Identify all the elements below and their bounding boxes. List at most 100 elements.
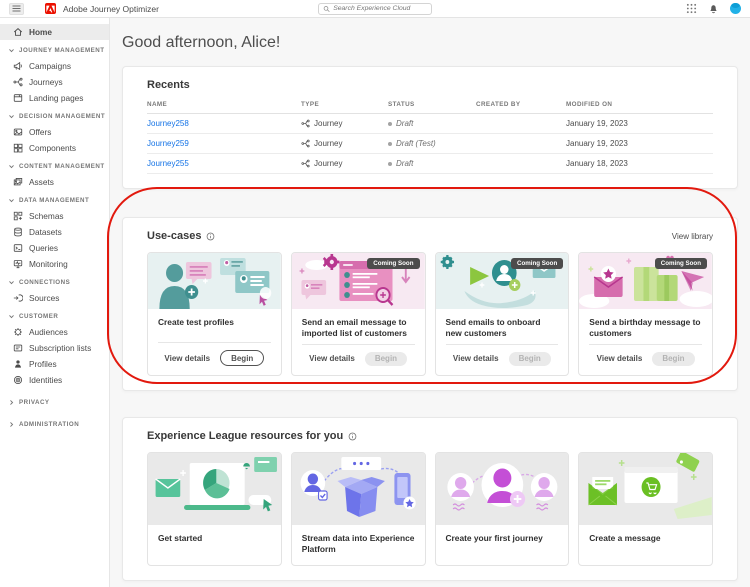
sidebar-item-subscription-lists[interactable]: Subscription lists xyxy=(0,340,109,356)
sidebar-item-landing-pages[interactable]: Landing pages xyxy=(0,90,109,106)
recent-name-link[interactable]: Journey259 xyxy=(147,139,189,148)
coming-soon-badge: Coming Soon xyxy=(654,258,707,269)
sidebar-item-monitoring[interactable]: Monitoring xyxy=(0,256,109,272)
sidebar-section-journey-management[interactable]: JOURNEY MANAGEMENT xyxy=(0,43,109,58)
journey-branch-icon xyxy=(301,139,310,148)
sidebar-item-home[interactable]: Home xyxy=(0,24,109,40)
schemas-icon xyxy=(13,211,23,221)
sidebar-section-administration[interactable]: ADMINISTRATION xyxy=(0,417,109,432)
status-badge: Draft (Test) xyxy=(396,139,436,148)
status-dot xyxy=(388,161,392,166)
info-icon[interactable] xyxy=(206,232,215,241)
sidebar-item-campaigns[interactable]: Campaigns xyxy=(0,58,109,74)
app-title: Adobe Journey Optimizer xyxy=(63,3,159,14)
database-icon xyxy=(14,227,22,237)
use-case-card-birthday-message: Coming Soon xyxy=(578,252,713,376)
status-badge: Draft xyxy=(396,119,414,128)
info-icon[interactable] xyxy=(348,432,357,441)
sidebar-item-assets[interactable]: Assets xyxy=(0,174,109,190)
use-case-card-email-imported-list: Coming Soon xyxy=(290,252,426,376)
resources-panel: Experience League resources for you xyxy=(122,417,738,581)
sidebar-nav: Home JOURNEY MANAGEMENT Campaigns Journe… xyxy=(0,18,110,587)
sidebar-item-schemas[interactable]: Schemas xyxy=(0,208,109,224)
resource-card-stream-data[interactable]: Stream data into Experience Platform xyxy=(290,452,426,566)
status-dot xyxy=(388,141,392,146)
view-details-button[interactable]: View details xyxy=(596,354,643,363)
sidebar-item-journeys[interactable]: Journeys xyxy=(0,74,109,90)
resource-card-create-message[interactable]: Create a message xyxy=(578,452,713,566)
sources-icon xyxy=(13,294,23,302)
assets-images-icon xyxy=(13,178,23,186)
sidebar-item-profiles[interactable]: Profiles xyxy=(0,356,109,372)
top-bar: Adobe Journey Optimizer xyxy=(0,0,750,18)
sidebar-item-identities[interactable]: Identities xyxy=(0,372,109,388)
stream-data-illustration xyxy=(291,453,425,525)
offers-image-icon xyxy=(13,128,23,136)
table-row[interactable]: Journey259 Journey Draft (Test) January … xyxy=(147,134,713,154)
chevron-down-icon xyxy=(9,49,14,53)
audiences-icon xyxy=(14,328,22,336)
use-case-card-title: Create test profiles xyxy=(158,317,234,327)
chevron-down-icon xyxy=(9,115,14,119)
subscription-lists-icon xyxy=(13,344,23,352)
resource-card-title: Create a message xyxy=(589,533,661,543)
begin-button-disabled: Begin xyxy=(508,351,551,366)
use-case-card-title: Send a birthday message to customers xyxy=(589,317,701,338)
get-started-illustration xyxy=(148,453,281,525)
resource-card-title: Get started xyxy=(158,533,203,543)
sidebar-section-customer[interactable]: CUSTOMER xyxy=(0,309,109,324)
resource-card-get-started[interactable]: Get started xyxy=(147,452,282,566)
coming-soon-badge: Coming Soon xyxy=(511,258,564,269)
search-icon xyxy=(323,5,330,12)
view-details-button[interactable]: View details xyxy=(309,354,355,363)
person-icon xyxy=(15,360,21,368)
use-case-card-onboard-customers: Coming Soon xyxy=(434,252,570,376)
sidebar-item-datasets[interactable]: Datasets xyxy=(0,224,109,240)
components-icon xyxy=(13,143,23,153)
sidebar-section-connections[interactable]: CONNECTIONS xyxy=(0,275,109,290)
view-library-link[interactable]: View library xyxy=(671,231,713,241)
view-details-button[interactable]: View details xyxy=(164,353,211,363)
recent-name-link[interactable]: Journey258 xyxy=(147,119,189,128)
sidebar-item-sources[interactable]: Sources xyxy=(0,290,109,306)
divider xyxy=(301,343,415,345)
journey-branch-icon xyxy=(301,119,310,128)
page-greeting: Good afternoon, Alice! xyxy=(122,34,281,51)
journey-branch-icon xyxy=(13,77,23,87)
sidebar-section-data-management[interactable]: DATA MANAGEMENT xyxy=(0,193,109,208)
status-badge: Draft xyxy=(396,159,414,168)
begin-button[interactable]: Begin xyxy=(220,350,265,366)
hamburger-menu-button[interactable] xyxy=(9,2,24,15)
sidebar-item-offers[interactable]: Offers xyxy=(0,124,109,140)
sidebar-item-audiences[interactable]: Audiences xyxy=(0,324,109,340)
chevron-right-icon xyxy=(10,400,14,405)
resource-card-first-journey[interactable]: Create your first journey xyxy=(434,452,570,566)
search-input[interactable] xyxy=(333,5,427,12)
sidebar-section-content-management[interactable]: CONTENT MANAGEMENT xyxy=(0,159,109,174)
hamburger-icon xyxy=(12,5,21,12)
journey-branch-icon xyxy=(301,159,310,168)
sidebar-section-decision-management[interactable]: DECISION MANAGEMENT xyxy=(0,109,109,124)
coming-soon-badge: Coming Soon xyxy=(367,258,420,269)
identities-icon xyxy=(13,375,23,385)
user-avatar[interactable] xyxy=(730,3,741,14)
apps-grid-icon[interactable] xyxy=(686,3,697,14)
create-message-illustration xyxy=(579,453,712,525)
recents-table-header: NAME TYPE STATUS CREATED BY MODIFIED ON xyxy=(147,101,713,114)
sidebar-item-queries[interactable]: Queries xyxy=(0,240,109,256)
notifications-bell-icon[interactable] xyxy=(708,3,719,14)
search-box[interactable] xyxy=(318,2,432,15)
view-details-button[interactable]: View details xyxy=(452,354,499,363)
chevron-down-icon xyxy=(9,165,14,169)
adobe-logo-icon xyxy=(45,3,56,14)
table-row[interactable]: Journey255 Journey Draft January 18, 202… xyxy=(147,154,713,174)
main-content: Good afternoon, Alice! Recents NAME TYPE… xyxy=(110,18,750,587)
divider xyxy=(158,342,271,343)
first-journey-illustration xyxy=(435,453,569,525)
chevron-down-icon xyxy=(9,199,14,203)
sidebar-section-privacy[interactable]: PRIVACY xyxy=(0,395,109,410)
recent-name-link[interactable]: Journey255 xyxy=(147,159,189,168)
table-row[interactable]: Journey258 Journey Draft January 19, 202… xyxy=(147,114,713,134)
resources-title: Experience League resources for you xyxy=(147,430,344,442)
sidebar-item-components[interactable]: Components xyxy=(0,140,109,156)
